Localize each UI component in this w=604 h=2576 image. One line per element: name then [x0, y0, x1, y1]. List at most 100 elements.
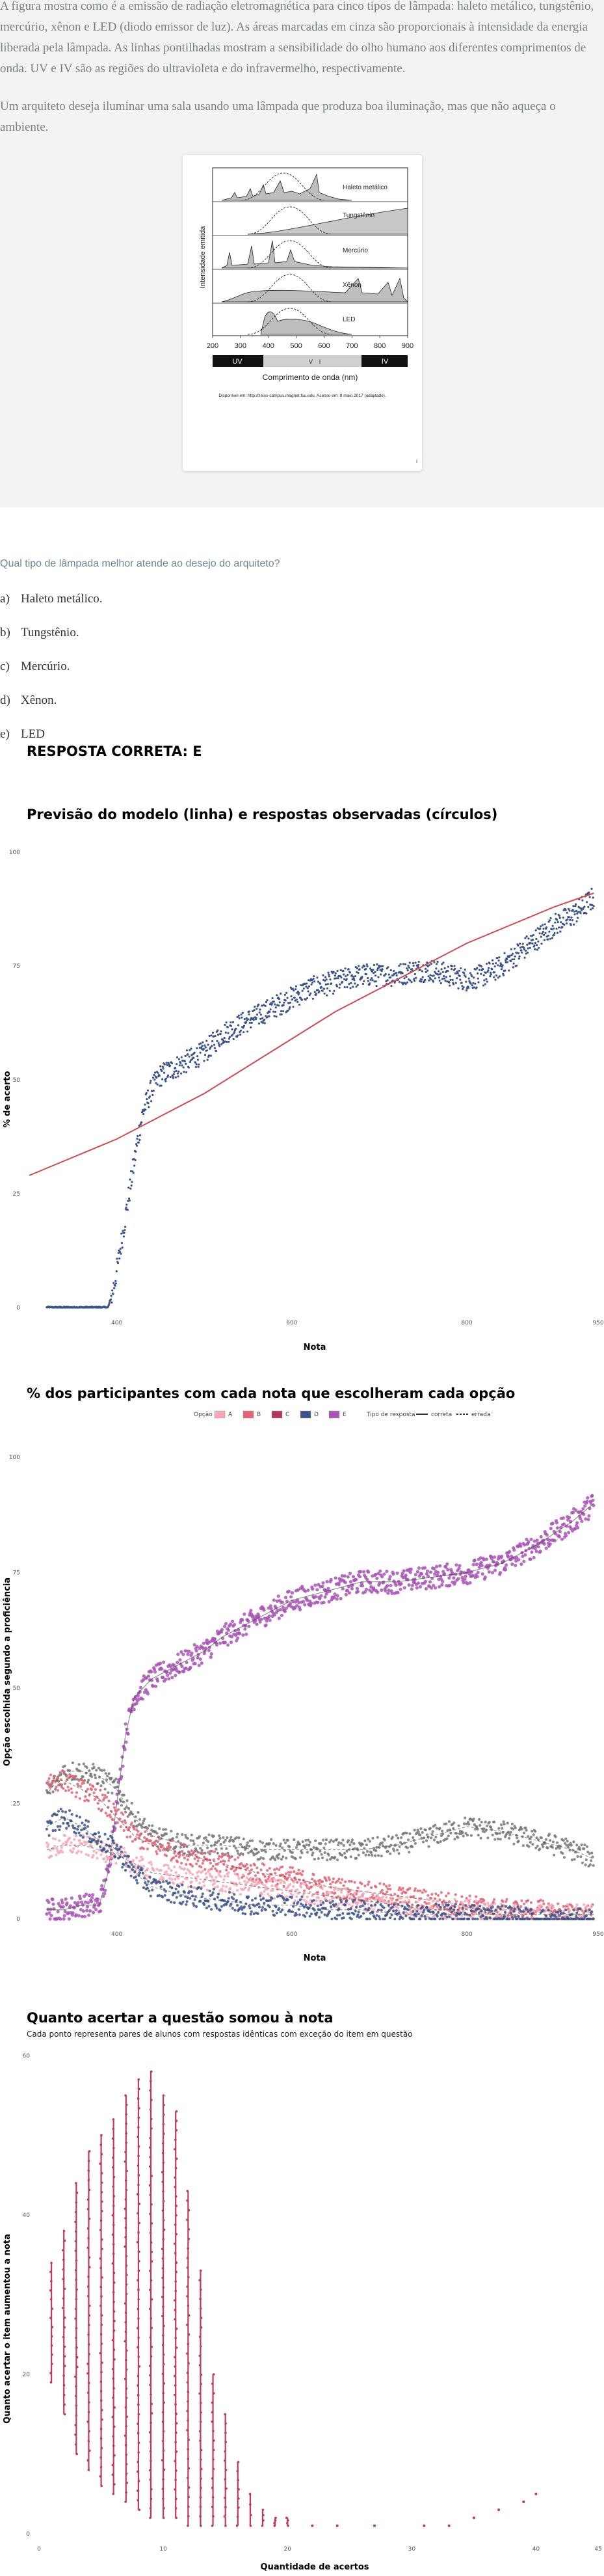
observed-point [111, 1301, 113, 1304]
observed-point [200, 1042, 202, 1045]
series-point [66, 1911, 70, 1914]
series-point [74, 1913, 78, 1917]
series-point [286, 1876, 289, 1879]
series-point [545, 1533, 549, 1537]
observed-point [577, 917, 579, 919]
observed-point [527, 951, 529, 954]
observed-point [553, 933, 555, 936]
series-point [173, 1901, 176, 1904]
alternative-b[interactable]: b) Tungstênio. [0, 626, 79, 640]
observed-point [298, 1003, 301, 1006]
observed-point [590, 908, 592, 911]
observed-point [399, 963, 402, 965]
series-point [397, 1907, 400, 1910]
series-point [484, 1909, 487, 1912]
observed-point [583, 906, 586, 908]
alternative-a[interactable]: a) Haleto metálico. [0, 592, 103, 606]
series-point [520, 1827, 523, 1831]
series-point [175, 1896, 178, 1899]
series-point [368, 1897, 371, 1901]
alternative-e[interactable]: e) LED [0, 727, 45, 742]
observed-point [342, 969, 345, 973]
observed-point [389, 969, 392, 972]
observed-point [460, 982, 463, 984]
observed-point [213, 1043, 216, 1046]
series-point [246, 1866, 249, 1870]
observed-point [451, 978, 454, 981]
series-point [290, 1896, 293, 1899]
observed-point [284, 999, 287, 1002]
gain-point [86, 2285, 90, 2288]
series-point [404, 1891, 408, 1894]
series-point [204, 1851, 207, 1855]
series-point [249, 1912, 252, 1916]
series-point [54, 1788, 57, 1791]
observed-point [487, 969, 490, 972]
series-point [374, 1903, 377, 1907]
series-point [492, 1560, 496, 1564]
series-point [444, 1565, 448, 1569]
gain-point [74, 2375, 77, 2378]
alternative-c[interactable]: c) Mercúrio. [0, 660, 70, 674]
gain-point [62, 2277, 65, 2281]
series-point [347, 1591, 352, 1595]
series-point [72, 1847, 75, 1850]
observed-point [183, 1060, 186, 1063]
gain-point [101, 2361, 103, 2364]
series-point [181, 1900, 185, 1903]
series-point [402, 1842, 406, 1845]
series-point [123, 1855, 126, 1858]
series-point [259, 1898, 263, 1901]
observed-point [293, 989, 295, 992]
series-point [380, 1575, 384, 1579]
series-point [293, 1870, 296, 1873]
series-point [204, 1872, 207, 1875]
series-point [158, 1837, 161, 1840]
series-point [293, 1901, 296, 1905]
observed-point [574, 905, 577, 907]
series-point [70, 1896, 73, 1900]
observed-point [288, 1008, 291, 1010]
observed-point [124, 1229, 126, 1231]
observed-point [421, 978, 423, 981]
series-point [136, 1881, 139, 1885]
series-point [534, 1550, 538, 1553]
series-point [570, 1912, 574, 1916]
series-point [168, 1881, 171, 1885]
observed-point [514, 947, 516, 950]
series-point [582, 1512, 586, 1516]
gain-point [100, 2324, 103, 2326]
observed-point [274, 1003, 276, 1006]
observed-point [534, 929, 537, 932]
series-point [137, 1866, 140, 1870]
series-point [437, 1911, 440, 1914]
series-point [141, 1872, 144, 1875]
series-point [335, 1879, 339, 1883]
observed-point [344, 967, 347, 970]
series-point [150, 1863, 153, 1866]
series-point [506, 1821, 509, 1825]
series-point [353, 1898, 356, 1901]
series-point [339, 1596, 343, 1601]
y-tick-label: 75 [13, 963, 20, 970]
gain-point [50, 2280, 53, 2283]
observed-point [408, 961, 411, 964]
observed-point [540, 935, 542, 938]
series-point [61, 1850, 64, 1853]
series-point [87, 1799, 90, 1803]
series-point [311, 1877, 314, 1881]
series-point [153, 1684, 158, 1688]
observed-point [179, 1062, 182, 1065]
observed-point [304, 999, 307, 1001]
alternative-d[interactable]: d) Xênon. [0, 693, 57, 708]
series-point [85, 1853, 88, 1856]
series-point [103, 1847, 106, 1851]
series-point [283, 1881, 286, 1885]
series-point [450, 1911, 453, 1914]
observed-point [445, 976, 448, 978]
series-point [135, 1879, 138, 1882]
series-point [430, 1892, 434, 1896]
series-point [138, 1872, 141, 1875]
series-point [81, 1779, 85, 1782]
series-point [329, 1901, 332, 1905]
